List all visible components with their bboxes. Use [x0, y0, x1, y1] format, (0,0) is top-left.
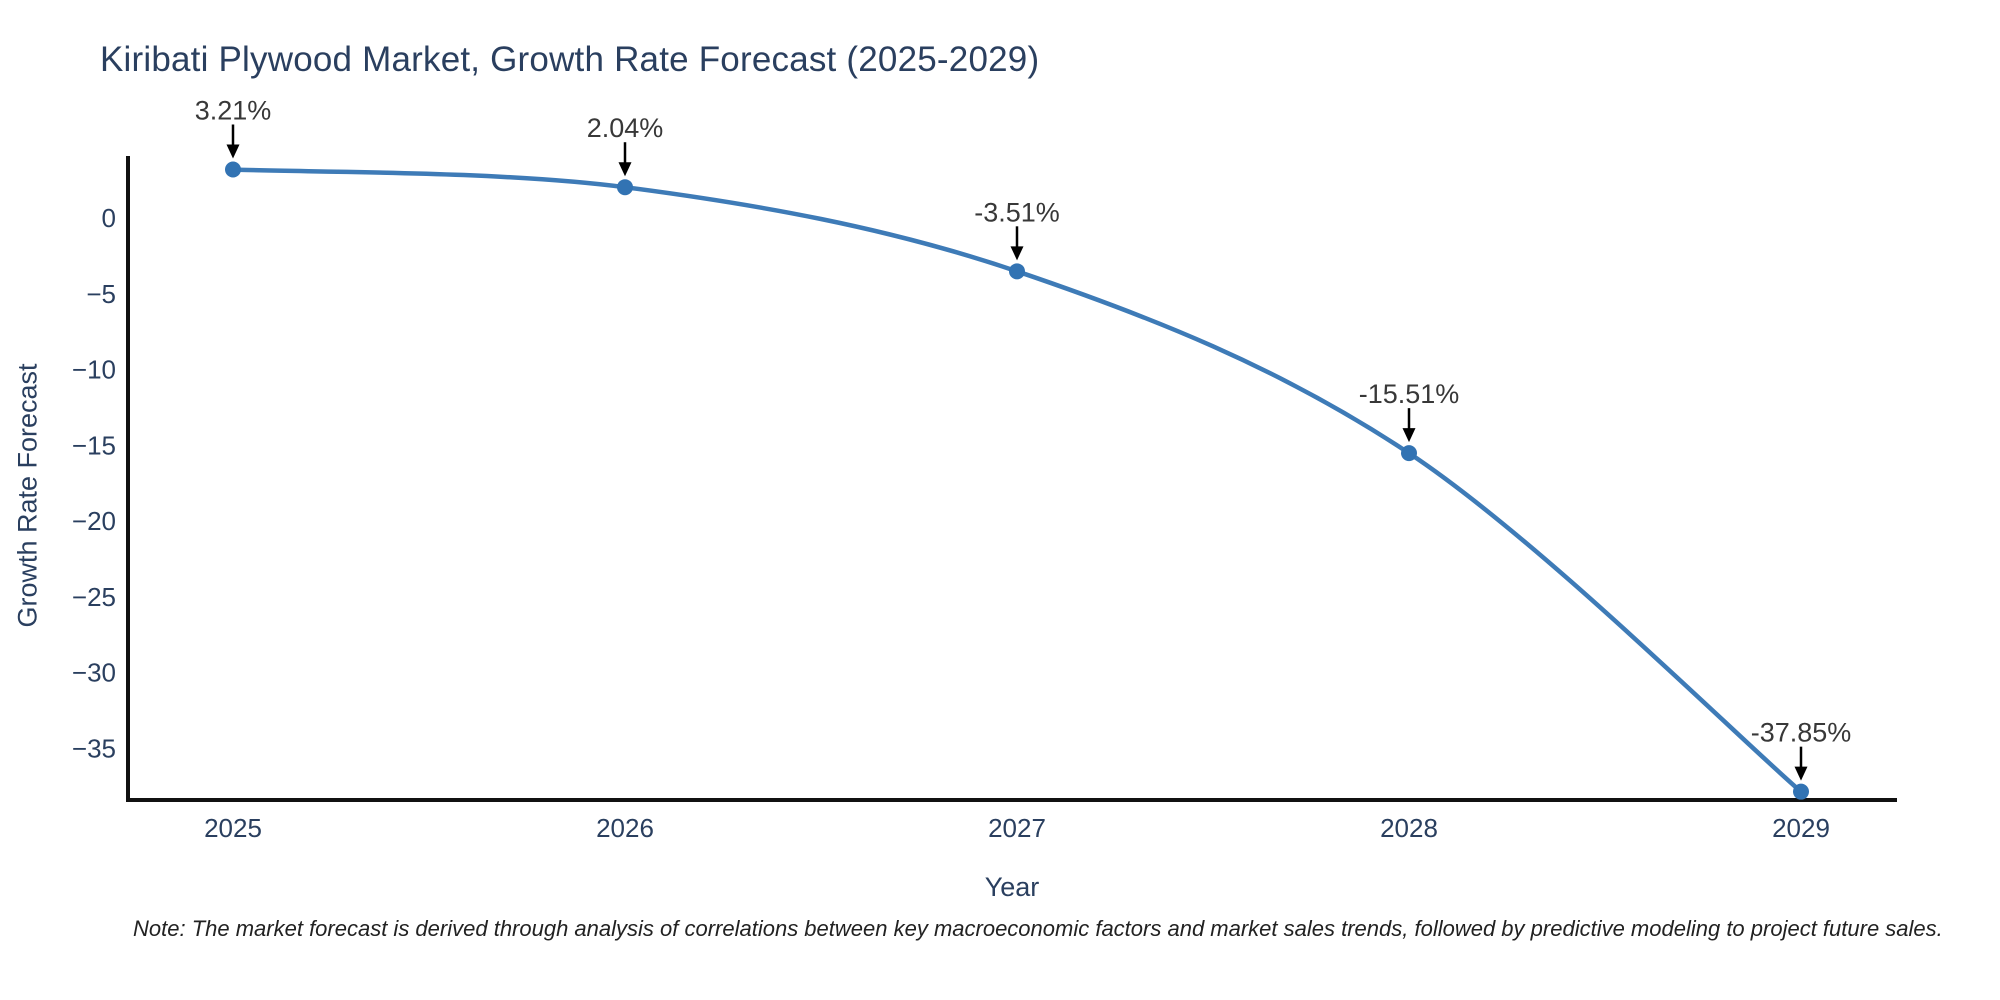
y-tick-label: −20 [72, 506, 116, 536]
y-tick-label: −35 [72, 733, 116, 763]
chart-title: Kiribati Plywood Market, Growth Rate For… [100, 40, 1040, 79]
y-tick-label: −10 [72, 355, 116, 385]
x-tick-label: 2028 [1380, 813, 1438, 843]
x-tick-label: 2025 [204, 813, 262, 843]
x-tick-label: 2027 [988, 813, 1046, 843]
annotation-label: -37.85% [1751, 718, 1852, 748]
annotation-arrowhead [1794, 766, 1808, 781]
annotation-arrowhead [1010, 246, 1024, 261]
data-point-2025 [225, 161, 241, 178]
annotation-arrowhead [618, 162, 632, 177]
y-tick-label: −5 [86, 279, 116, 309]
x-tick-label: 2029 [1772, 813, 1830, 843]
y-axis-title: Growth Rate Forecast [12, 363, 43, 628]
annotation-label: 3.21% [195, 95, 272, 125]
y-tick-label: −15 [72, 430, 116, 460]
x-tick-label: 2026 [596, 813, 654, 843]
data-point-2028 [1401, 445, 1417, 462]
x-axis-title: Year [984, 872, 1040, 902]
footnote: Note: The market forecast is derived thr… [133, 916, 1943, 941]
annotation-arrowhead [1402, 428, 1416, 443]
y-tick-label: 0 [102, 203, 116, 233]
data-point-2027 [1009, 263, 1025, 280]
data-point-2029 [1793, 783, 1809, 800]
annotation-label: 2.04% [587, 113, 664, 143]
y-tick-label: −25 [72, 582, 116, 612]
annotation-label: -3.51% [974, 197, 1060, 227]
forecast-line [230, 167, 1804, 794]
annotation-label: -15.51% [1359, 379, 1460, 409]
y-tick-label: −30 [72, 658, 116, 688]
data-point-2026 [617, 179, 633, 196]
annotation-arrowhead [226, 144, 240, 159]
